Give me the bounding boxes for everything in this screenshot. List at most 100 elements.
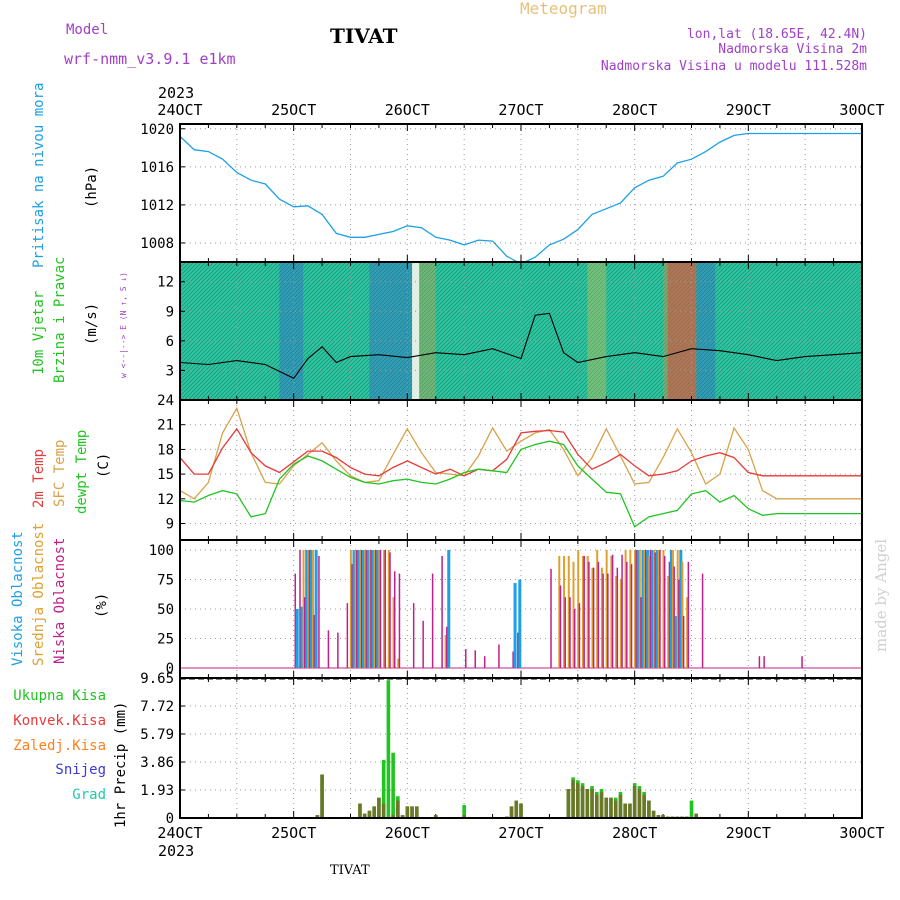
precip-ytick-label: 1.93	[140, 783, 174, 799]
cloud-low-bar	[360, 550, 363, 668]
pressure-ylabel: Pritisak na nivou mora (hPa)	[31, 83, 100, 268]
precip-conv-bar	[367, 810, 372, 818]
wind-ytick-label: 12	[157, 275, 174, 291]
cloud-mid-bar	[392, 597, 395, 668]
cloud-mid-bar	[653, 550, 656, 668]
temp-ytick-label: 21	[157, 418, 174, 434]
cloud-high-bar	[641, 550, 645, 668]
x-tick-label-bottom: 29OCT	[726, 824, 771, 842]
cloud-low-bar	[569, 597, 571, 668]
legend-zaledj: Zaledj.Kisa	[13, 738, 106, 754]
cloud-low-bar	[465, 649, 467, 668]
dewpoint-line	[179, 440, 862, 528]
precip-conv-bar	[381, 803, 386, 818]
cloud-low-bar	[308, 550, 311, 668]
cloud-low-bar	[327, 630, 330, 668]
precip-conv-bar	[651, 810, 656, 818]
cloud-low-bar	[412, 603, 415, 668]
cloud-mid-bar	[383, 550, 386, 668]
cloud-low-bar	[630, 564, 633, 668]
cloud-low-bar	[644, 550, 647, 668]
temp-2m-label: 2m Temp	[31, 449, 47, 508]
cloud-low-bar	[592, 567, 595, 668]
cloud-mid-bar	[444, 634, 447, 668]
precip-conv-bar	[580, 786, 585, 818]
precip-conv-bar	[628, 803, 632, 818]
wind-storm-band	[279, 262, 304, 400]
cloud-low-bar	[701, 573, 704, 668]
legend-snijeg: Snijeg	[55, 762, 106, 778]
cloud-mid-bar	[648, 555, 651, 668]
cloud-low-bar	[389, 552, 391, 668]
cloud-mid-bar	[577, 550, 580, 668]
footer-station: TIVAT	[330, 863, 370, 878]
precip-conv-bar	[571, 780, 575, 818]
precip-ytick-label: 5.79	[140, 727, 174, 743]
precip-conv-bar	[410, 806, 414, 818]
cloud-low-bar	[597, 561, 600, 668]
x-tick-label-top: 28OCT	[612, 101, 657, 119]
cloud-mid-bar	[619, 579, 622, 668]
cloud-low-bar	[682, 616, 685, 668]
temp-ytick-label: 18	[157, 442, 174, 458]
pressure-panel: 1008 1012 1016 1020	[140, 122, 863, 265]
cloud-mid-bar	[397, 658, 400, 668]
meteogram-label: Meteogram	[520, 0, 607, 18]
cloud-mid-bar	[643, 550, 646, 668]
cloud-high-bar	[357, 550, 361, 668]
precip-conv-bar	[604, 797, 609, 818]
cloud-low-bar	[763, 656, 765, 668]
cloud-high-bar	[376, 550, 380, 668]
cloud-high-bar	[655, 550, 659, 668]
precip-conv-bar	[637, 788, 642, 818]
wind-ytick-label: 3	[166, 363, 174, 379]
precip-conv-bar	[656, 815, 661, 818]
x-tick-label-top: 27OCT	[498, 101, 543, 119]
x-tick-label-bottom: 27OCT	[498, 824, 543, 842]
cloud-mid-bar	[662, 550, 665, 668]
cloud-high-bar	[300, 606, 304, 668]
wind-storm-band	[696, 262, 716, 400]
wind-ytick-label: 9	[166, 304, 174, 320]
temp-dew-label: dewpt Temp	[74, 430, 90, 514]
cloud-high-bar	[447, 550, 451, 668]
wind-compass: w <--|--> E (N ↑, S ↓)	[119, 272, 128, 378]
cloud-mid-bar	[368, 550, 371, 668]
precip-conv-bar	[694, 813, 699, 818]
wind-ytick-label: 6	[166, 334, 174, 350]
precip-conv-bar	[391, 815, 395, 818]
precip-conv-bar	[623, 803, 627, 818]
cloud-mid-bar	[596, 550, 599, 668]
cloud-mid-bar	[364, 550, 367, 668]
pressure-ytick-label: 1016	[140, 160, 174, 176]
legend-ukupna: Ukupna Kisa	[13, 688, 106, 704]
cloud-mid-bar	[354, 550, 357, 668]
x-tick-label-bottom: 25OCT	[271, 824, 316, 842]
cloud-mid-bar	[586, 555, 589, 668]
precip-conv-bar	[566, 788, 571, 818]
model-name: wrf-nmm_v3.9.1 e1km	[64, 50, 236, 68]
cloud-ytick-label: 25	[157, 632, 174, 648]
precip-ytick-label: 9.65	[140, 671, 174, 687]
precip-conv-bar	[405, 806, 410, 818]
wind-storm-band	[587, 262, 607, 400]
cloud-low-bar	[678, 579, 680, 668]
cloud-high-bar	[314, 550, 318, 668]
cloud-mid-label: Srednja Oblacnost	[31, 523, 47, 666]
cloud-low-bar	[635, 550, 638, 668]
precip-total-bar	[381, 759, 386, 818]
year-label-top: 2023	[158, 84, 194, 102]
cloud-low-bar	[687, 561, 690, 668]
temperature-ylabel: 2m Temp SFC Temp dewpt Temp (C)	[31, 430, 112, 514]
cloud-mid-bar	[671, 550, 674, 668]
cloud-low-bar	[673, 566, 675, 668]
cloud-mid-bar	[387, 550, 390, 668]
cloud-low-bar	[602, 573, 604, 668]
cloud-low-bar	[337, 632, 339, 668]
cloud-low-bar	[375, 550, 377, 668]
cloud-high-bar	[636, 550, 640, 668]
cloud-ytick-label: 75	[157, 573, 174, 589]
precip-conv-bar	[320, 774, 324, 818]
temp-ytick-label: 9	[166, 517, 174, 533]
cloud-low-bar	[663, 555, 666, 668]
